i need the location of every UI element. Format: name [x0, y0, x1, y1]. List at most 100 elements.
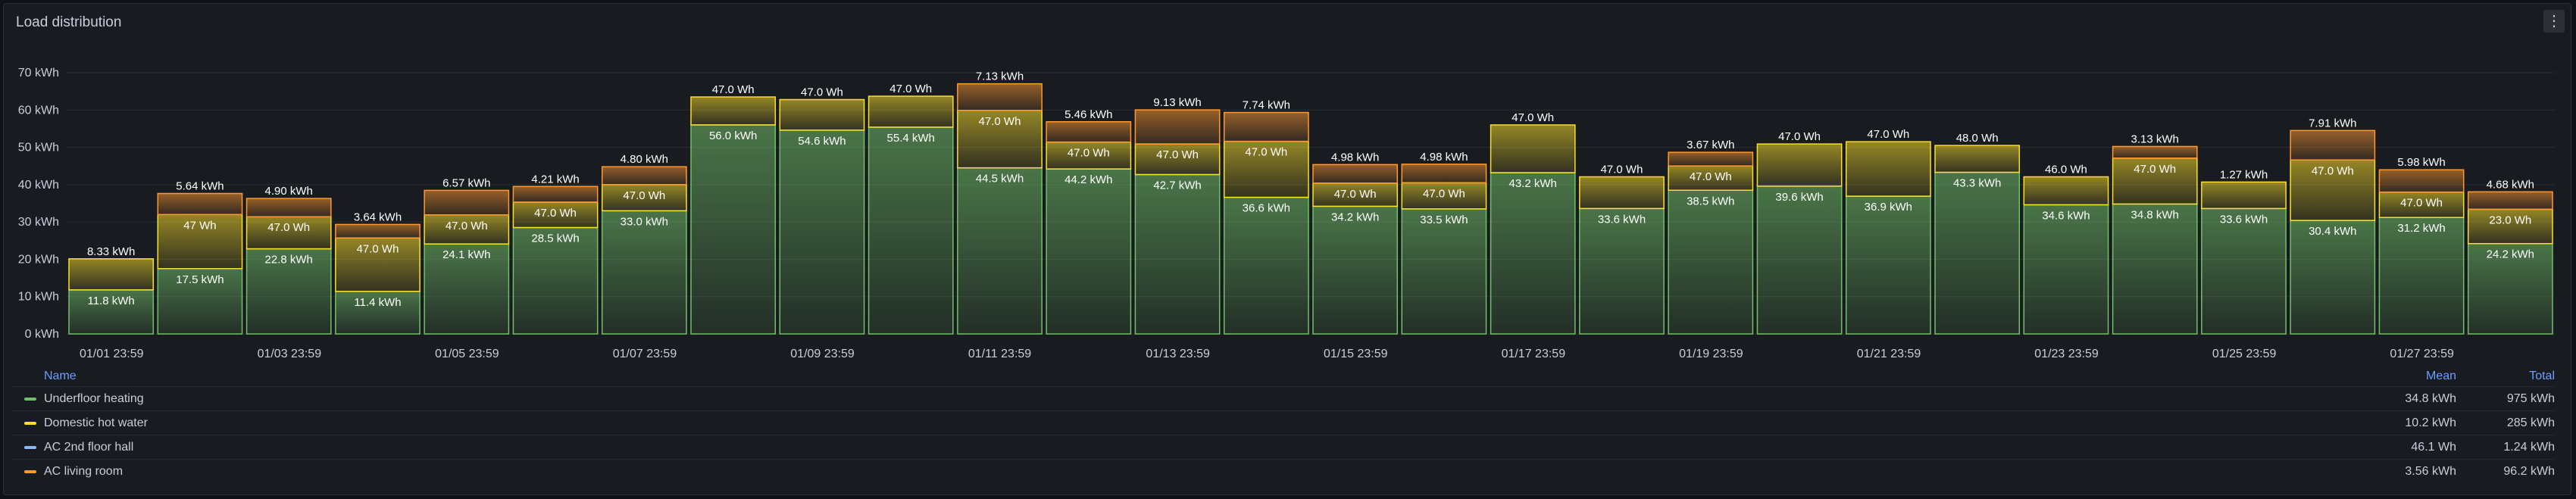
bar-value-label: 34.8 kWh — [2131, 208, 2179, 221]
bar-segment — [1134, 109, 1221, 145]
x-tick-label: 01/05 23:59 — [435, 348, 499, 360]
bar-total-label: 4.90 kWh — [265, 185, 313, 198]
y-tick-label: 60 kWh — [18, 104, 59, 117]
bar-total-label: 47.0 Wh — [1512, 111, 1554, 124]
bar-value-label: 47.0 Wh — [2400, 197, 2443, 210]
bar-segment — [1134, 143, 1221, 176]
x-tick-label: 01/11 23:59 — [968, 348, 1031, 360]
x-tick-label: 01/27 23:59 — [2390, 348, 2454, 360]
legend-row[interactable]: AC 2nd floor hall 46.1 Wh 1.24 kWh — [11, 435, 2555, 459]
bar-total-label: 4.98 kWh — [1420, 151, 1468, 164]
bar-segment — [2467, 191, 2553, 211]
bar-total-label: 3.67 kWh — [1687, 139, 1734, 151]
bar-value-label: 36.9 kWh — [1865, 201, 1912, 214]
series-swatch — [24, 470, 36, 473]
x-tick-label: 01/17 23:59 — [1502, 348, 1566, 360]
bar-segment — [2467, 242, 2553, 335]
bar-total-label: 3.13 kWh — [2131, 133, 2179, 145]
bar-segment — [2023, 204, 2109, 335]
bar-value-label: 47.0 Wh — [979, 115, 1021, 128]
bar-value-label: 30.4 kWh — [2309, 225, 2356, 238]
legend-series-name: AC 2nd floor hall — [44, 441, 134, 454]
bar-segment — [335, 291, 420, 335]
bar-value-label: 47.0 Wh — [2134, 163, 2176, 176]
bar-segment — [690, 124, 777, 335]
bar-segment — [1401, 208, 1487, 335]
legend-series-name: AC living room — [44, 465, 123, 478]
bar-value-label: 44.2 kWh — [1064, 173, 1112, 186]
legend-col-mean[interactable]: Mean — [2425, 370, 2456, 382]
bar-value-label: 47 Wh — [183, 219, 216, 232]
x-tick-label: 01/07 23:59 — [613, 348, 677, 360]
bar-segment — [1223, 196, 1309, 335]
bar-value-label: 47.0 Wh — [623, 189, 665, 202]
bar-segment — [2112, 145, 2198, 159]
bar-value-label: 47.0 Wh — [1423, 187, 1465, 200]
series-swatch — [24, 422, 36, 425]
bar-value-label: 47.0 Wh — [1156, 148, 1199, 161]
panel-menu-button[interactable]: ⋮ — [2543, 10, 2565, 33]
bar-segment — [601, 166, 687, 186]
bar-value-label: 33.6 kWh — [1598, 213, 1646, 226]
legend-col-total[interactable]: Total — [2529, 370, 2555, 382]
bar-segment — [2023, 176, 2109, 206]
x-tick-label: 01/23 23:59 — [2034, 348, 2099, 360]
bar-value-label: 17.5 kWh — [176, 273, 224, 286]
legend-series-name: Domestic hot water — [44, 416, 148, 429]
bar-segment — [2112, 203, 2198, 335]
legend-total-value: 975 kWh — [2506, 392, 2555, 405]
bar-value-label: 31.2 kWh — [2397, 222, 2445, 235]
legend-col-name[interactable]: Name — [44, 370, 77, 382]
x-tick-label: 01/21 23:59 — [1857, 348, 1921, 360]
bar-segment — [2467, 208, 2553, 245]
x-tick-label: 01/09 23:59 — [790, 348, 855, 360]
bar-total-label: 47.0 Wh — [1601, 164, 1643, 176]
bar-segment — [1579, 207, 1665, 335]
bar-value-label: 42.7 kWh — [1153, 179, 1201, 192]
bar-total-label: 3.64 kWh — [354, 211, 402, 223]
bar-total-label: 7.74 kWh — [1243, 99, 1290, 112]
bar-value-label: 23.0 Wh — [2489, 214, 2531, 226]
y-tick-label: 0 kWh — [25, 328, 59, 341]
bar-value-label: 47.0 Wh — [267, 221, 310, 234]
legend-row[interactable]: Domestic hot water 10.2 kWh 285 kWh — [11, 410, 2555, 435]
bar-segment — [1579, 176, 1665, 210]
x-tick-label: 01/13 23:59 — [1146, 348, 1210, 360]
bar-value-label: 24.1 kWh — [442, 248, 490, 261]
bar-segment — [157, 268, 243, 335]
legend-total-value: 285 kWh — [2506, 416, 2555, 429]
bar-value-label: 33.5 kWh — [1420, 214, 1468, 226]
bar-total-label: 4.21 kWh — [531, 173, 579, 186]
bar-value-label: 28.5 kWh — [531, 232, 579, 245]
y-tick-label: 10 kWh — [18, 291, 59, 304]
bar-segment — [157, 214, 243, 270]
bar-segment — [1046, 121, 1132, 143]
legend-total-value: 1.24 kWh — [2503, 441, 2555, 454]
bar-segment — [601, 210, 687, 335]
bar-value-label: 39.6 kWh — [1775, 191, 1823, 204]
bar-segment — [1490, 124, 1576, 173]
bar-total-label: 5.98 kWh — [2397, 156, 2445, 169]
legend-row[interactable]: AC living room 3.56 kWh 96.2 kWh — [11, 459, 2555, 483]
bar-segment — [2290, 220, 2376, 335]
bar-segment — [1312, 164, 1399, 184]
legend-table: Name Mean Total Underfloor heating 34.8 … — [11, 368, 2555, 483]
y-tick-label: 70 kWh — [18, 67, 59, 80]
bar-segment — [1845, 195, 1931, 335]
bar-value-label: 34.6 kWh — [2042, 209, 2090, 222]
bar-segment — [2201, 181, 2287, 210]
bar-segment — [2378, 191, 2465, 218]
bar-value-label: 33.6 kWh — [2220, 213, 2268, 226]
bar-segment — [245, 216, 332, 250]
bar-segment — [512, 186, 599, 203]
bar-total-label: 47.0 Wh — [1778, 130, 1821, 143]
bar-value-label: 22.8 kWh — [265, 254, 313, 267]
kebab-menu-icon: ⋮ — [2546, 13, 2562, 30]
bar-value-label: 47.0 Wh — [1690, 170, 1732, 183]
bar-total-label: 47.0 Wh — [712, 83, 755, 96]
legend-row[interactable]: Underfloor heating 34.8 kWh 975 kWh — [11, 386, 2555, 410]
stacked-bar-chart: 0 kWh 10 kWh 20 kWh 30 kWh 40 kWh 50 kWh 60 kW… — [18, 67, 2555, 360]
series-swatch — [24, 398, 36, 401]
legend-header: Name Mean Total — [11, 368, 2555, 386]
bar-segment — [2201, 207, 2287, 335]
